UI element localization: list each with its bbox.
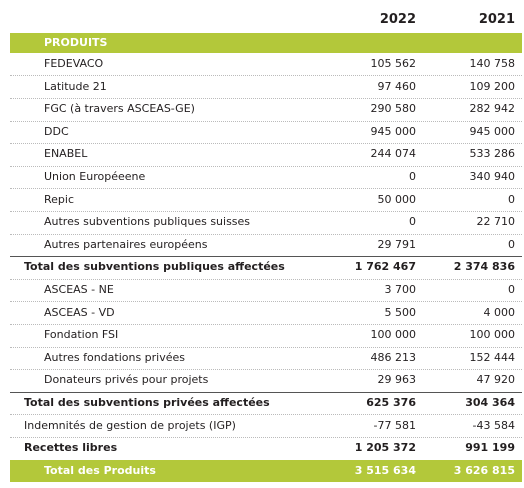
cell-value: 5 500: [384, 305, 417, 319]
row-label: Donateurs privés pour projets: [44, 373, 209, 387]
row-separator: [10, 165, 522, 167]
cell-value: 105 562: [370, 57, 417, 70]
row-rule: [10, 391, 522, 393]
row-label: Autres partenaires européens: [44, 237, 208, 251]
cell-value: 2 374 836: [453, 260, 515, 274]
cell-value: 244 074: [370, 147, 417, 161]
row-label: Total des subventions publiques affectée…: [24, 260, 285, 274]
row-separator: [10, 278, 522, 280]
section-title: PRODUITS: [44, 36, 108, 49]
row-separator: [10, 233, 522, 235]
cell-value: 290 580: [370, 102, 417, 116]
row-label: Recettes libres: [24, 441, 118, 455]
row-label: ENABEL: [44, 147, 88, 161]
cell-value: 0: [409, 215, 416, 229]
cell-value: 4 000: [483, 305, 516, 319]
cell-value: -43 584: [472, 418, 515, 432]
row-separator: [10, 369, 522, 371]
cell-value: 100 000: [370, 328, 417, 342]
row-rule: [10, 256, 522, 258]
row-separator: [10, 210, 522, 212]
cell-value: 29 791: [377, 237, 417, 251]
row-label: Repic: [44, 192, 75, 206]
cell-value: 0: [508, 192, 515, 206]
cell-value: 0: [508, 283, 515, 296]
row-label: Total des subventions privées affectées: [24, 396, 270, 409]
cell-value: 3 626 815: [453, 463, 515, 477]
row-label: ASCEAS - VD: [44, 305, 115, 319]
year-header: 2021: [478, 12, 515, 27]
row-separator: [10, 188, 522, 190]
cell-value: 50 000: [377, 192, 417, 206]
cell-value: 304 364: [465, 396, 515, 409]
cell-value: 152 444: [469, 350, 516, 364]
total-bar: [10, 459, 522, 482]
cell-value: 945 000: [469, 124, 516, 138]
row-separator: [10, 436, 522, 438]
row-separator: [10, 323, 522, 325]
cell-value: 945 000: [370, 124, 417, 138]
row-label: Fondation FSI: [44, 328, 119, 342]
cell-value: 1 205 372: [354, 441, 416, 455]
row-separator: [10, 75, 522, 77]
row-label: Indemnités de gestion de projets (IGP): [24, 418, 236, 432]
cell-value: -77 581: [373, 418, 416, 432]
cell-value: 29 963: [377, 373, 417, 387]
cell-value: 0: [409, 170, 416, 183]
row-separator: [10, 120, 522, 122]
cell-value: 625 376: [366, 396, 416, 409]
row-separator: [10, 97, 522, 99]
cell-value: 100 000: [469, 328, 516, 342]
cell-value: 109 200: [469, 79, 516, 93]
cell-value: 0: [508, 237, 515, 251]
row-label: Latitude 21: [44, 79, 107, 93]
cell-value: 3 700: [384, 283, 417, 296]
row-separator: [10, 301, 522, 303]
row-separator: [10, 346, 522, 348]
cell-value: 140 758: [469, 57, 516, 70]
row-label: FEDEVACO: [44, 57, 104, 70]
cell-value: 1 762 467: [354, 260, 416, 274]
cell-value: 22 710: [476, 215, 516, 229]
row-label: Autres subventions publiques suisses: [44, 215, 251, 229]
year-header: 2022: [379, 12, 416, 27]
cell-value: 533 286: [469, 147, 516, 161]
cell-value: 282 942: [469, 102, 516, 116]
cell-value: 486 213: [370, 350, 417, 364]
section-bar: [10, 33, 522, 53]
cell-value: 340 940: [469, 170, 516, 183]
row-separator: [10, 143, 522, 145]
row-separator: [10, 414, 522, 416]
cell-value: 991 199: [465, 441, 515, 455]
cell-value: 47 920: [476, 373, 516, 387]
row-label: Total des Produits: [44, 463, 156, 477]
cell-value: 97 460: [377, 79, 417, 93]
row-label: FGC (à travers ASCEAS-GE): [44, 102, 195, 116]
cell-value: 3 515 634: [354, 463, 416, 477]
row-label: Autres fondations privées: [44, 350, 186, 364]
row-label: DDC: [44, 124, 69, 138]
row-label: Union Européeene: [44, 170, 146, 183]
row-label: ASCEAS - NE: [44, 283, 114, 296]
